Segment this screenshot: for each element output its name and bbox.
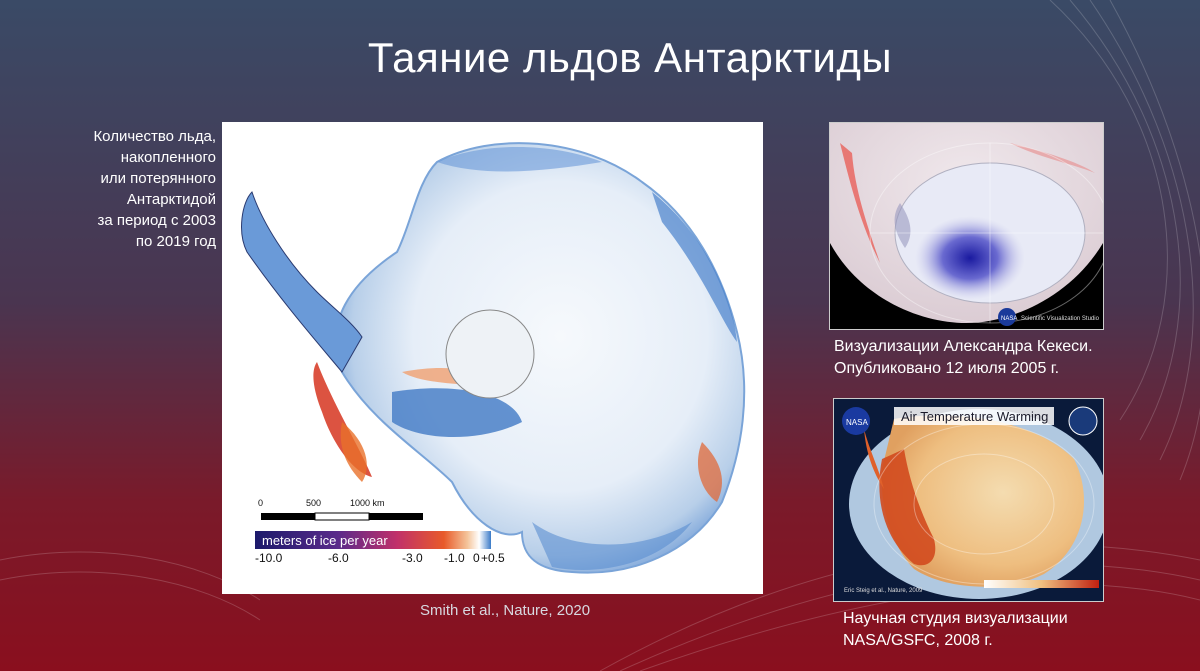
caption-line: Количество льда, bbox=[93, 128, 216, 145]
caption-line: NASA/GSFC, 2008 г. bbox=[843, 632, 993, 649]
visualization-kekesi: NASA Scientific Visualization Studio bbox=[829, 122, 1111, 330]
map-description: Количество льда, накопленного или потеря… bbox=[40, 126, 216, 252]
legend-tick: 0 bbox=[473, 551, 480, 565]
legend-tick: -1.0 bbox=[444, 551, 465, 565]
legend-colorbar bbox=[255, 531, 491, 549]
scale-label-0: 0 bbox=[258, 498, 263, 508]
visualization-image: NASA Scientific Visualization Studio bbox=[830, 123, 1111, 329]
caption-line: накопленного bbox=[120, 149, 216, 166]
coast-blue-south bbox=[532, 522, 692, 570]
legend-tick: -3.0 bbox=[402, 551, 423, 565]
scale-bar bbox=[261, 512, 423, 521]
map-image: 0 500 1000 km meters of ice per year -10… bbox=[241, 142, 746, 574]
ross-ice-blue bbox=[392, 388, 522, 437]
air-temp-title: Air Temperature Warming bbox=[901, 409, 1048, 424]
caption-line: Научная студия визуализации bbox=[843, 610, 1068, 627]
visualization-air-temperature: Air Temperature Warming NASA Eric Steig … bbox=[833, 398, 1109, 602]
bellingshausen-loss bbox=[340, 422, 367, 482]
visualization1-caption: Визуализации Александра Кекеси. Опублико… bbox=[834, 336, 1093, 380]
nasa-logo: NASA bbox=[846, 418, 868, 427]
legend-tick: +0.5 bbox=[481, 551, 505, 565]
visualization2-caption: Научная студия визуализации NASA/GSFC, 2… bbox=[843, 608, 1068, 652]
air-temp-credit: Eric Steig et al., Nature, 2009 bbox=[844, 588, 923, 594]
antarctic-peninsula bbox=[241, 191, 363, 373]
map-credit: Smith et al., Nature, 2020 bbox=[420, 602, 591, 619]
pole-hole bbox=[445, 309, 535, 399]
caption-line: Опубликовано 12 июля 2005 г. bbox=[834, 360, 1060, 377]
scale-label-500: 500 bbox=[306, 498, 321, 508]
caption-line: или потерянного bbox=[100, 170, 216, 187]
east-coast-blue bbox=[652, 192, 737, 342]
legend-title: meters of ice per year bbox=[262, 533, 388, 548]
svs-watermark: Scientific Visualization Studio bbox=[1021, 316, 1100, 322]
slide-title: Таяние льдов Антарктиды bbox=[367, 34, 893, 81]
dronning-maud-blue bbox=[437, 147, 602, 172]
caption-line: по 2019 год bbox=[135, 233, 216, 250]
antarctica-ice-map: 0 500 1000 km meters of ice per year -10… bbox=[222, 122, 763, 594]
air-temp-image: Air Temperature Warming NASA Eric Steig … bbox=[834, 399, 1109, 601]
caption-line: Визуализации Александра Кекеси. bbox=[834, 338, 1093, 355]
caption-line: Антарктидой bbox=[126, 191, 216, 208]
wilkes-loss bbox=[697, 442, 722, 502]
caption-line: за период с 2003 bbox=[97, 212, 216, 229]
east-antarctica bbox=[334, 142, 746, 574]
nasa-logo: NASA bbox=[1001, 316, 1017, 322]
legend-tick: -10.0 bbox=[255, 551, 283, 565]
legend-tick: -6.0 bbox=[328, 551, 349, 565]
scale-label-1000: 1000 km bbox=[350, 498, 385, 508]
